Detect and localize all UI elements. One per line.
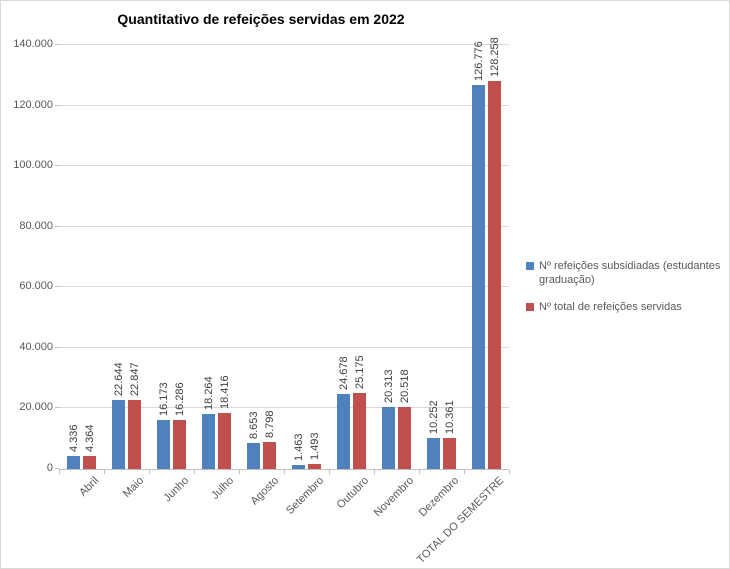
gridline <box>59 165 509 167</box>
bar-value-label: 1.493 <box>308 432 321 460</box>
x-axis-line <box>59 469 509 470</box>
legend-label-series2: Nº total de refeições servidas <box>539 301 682 313</box>
gridline <box>59 407 509 409</box>
y-axis-label: 20.000 <box>19 401 53 414</box>
y-axis-label: 100.000 <box>13 159 53 172</box>
bar-value-label: 20.313 <box>382 369 395 403</box>
bar-value-label: 8.653 <box>247 411 260 439</box>
legend-swatch-series2 <box>526 303 534 311</box>
bar-series1-agosto <box>247 443 260 469</box>
gridline <box>59 346 509 348</box>
bar-series1-total-do-semestre <box>472 85 485 469</box>
x-axis-tick-mark <box>194 470 195 474</box>
bar-series2-agosto <box>263 442 276 469</box>
y-axis-tick-mark <box>55 286 59 288</box>
x-axis-tick-mark <box>284 470 285 474</box>
y-axis-label: 80.000 <box>19 219 53 232</box>
bar-series1-maio <box>112 400 125 469</box>
x-axis-tick-mark <box>329 470 330 474</box>
y-axis-label: 0 <box>46 462 53 474</box>
x-axis-tick-mark <box>509 470 510 474</box>
bar-value-label: 25.175 <box>353 355 366 389</box>
bar-series2-maio <box>128 400 141 469</box>
x-axis-tick-mark <box>239 470 240 474</box>
y-axis-label: 120.000 <box>13 98 53 111</box>
y-axis-label: 140.000 <box>13 38 53 50</box>
bar-value-label: 10.252 <box>427 400 440 434</box>
bar-value-label: 22.644 <box>112 362 125 396</box>
bar-series2-setembro <box>308 464 321 469</box>
bar-value-label: 20.518 <box>398 369 411 403</box>
legend-entry-series2: Nº total de refeições servidas <box>526 300 724 314</box>
gridline <box>59 44 509 45</box>
legend-entry-series1: Nº refeições subsidiadas (estudantes gra… <box>526 259 724 287</box>
y-axis-label: 60.000 <box>19 280 53 293</box>
bar-value-label: 126.776 <box>472 41 485 81</box>
x-axis-tick-mark <box>104 470 105 474</box>
bar-value-label: 128.258 <box>488 37 501 77</box>
bar-series1-dezembro <box>427 438 440 469</box>
gridline <box>59 225 509 227</box>
legend: Nº refeições subsidiadas (estudantes gra… <box>526 259 724 327</box>
legend-swatch-series1 <box>526 262 534 270</box>
plot-area: 4.336 4.364 22.644 22.847 16.173 16.286 18.264… <box>55 37 510 474</box>
bar-series2-novembro <box>398 407 411 469</box>
y-axis-tick-mark <box>55 407 59 409</box>
y-axis-tick-mark <box>55 104 59 106</box>
bar-series2-junho <box>173 420 186 469</box>
bar-value-label: 16.286 <box>173 382 186 416</box>
x-axis-tick-mark <box>59 470 60 474</box>
bar-value-label: 8.798 <box>263 410 276 438</box>
y-axis-tick-mark <box>55 225 59 227</box>
bar-series2-total-do-semestre <box>488 81 501 469</box>
y-axis-tick-mark <box>55 165 59 167</box>
gridline <box>59 286 509 288</box>
bar-value-label: 4.364 <box>83 424 96 452</box>
bar-series2-dezembro <box>443 438 456 469</box>
bar-series1-julho <box>202 414 215 469</box>
bar-value-label: 16.173 <box>157 382 170 416</box>
bar-value-label: 4.336 <box>67 424 80 452</box>
gridline <box>59 104 509 106</box>
chart-title: Quantitativo de refeições servidas em 20… <box>117 11 405 27</box>
x-axis-tick-mark <box>419 470 420 474</box>
y-axis-tick-mark <box>55 346 59 348</box>
bar-series2-julho <box>218 413 231 469</box>
y-axis-tick-mark <box>55 44 59 45</box>
legend-label-series1: Nº refeições subsidiadas (estudantes gra… <box>539 260 721 286</box>
x-axis-tick-mark <box>149 470 150 474</box>
bar-series2-abril <box>83 456 96 469</box>
y-axis-label: 40.000 <box>19 340 53 353</box>
bar-series1-setembro <box>292 465 305 469</box>
bar-value-label: 1.463 <box>292 433 305 461</box>
y-axis-tick-mark <box>55 468 59 469</box>
bar-value-label: 10.361 <box>443 400 456 434</box>
x-axis-tick-mark <box>374 470 375 474</box>
bar-series2-outubro <box>353 393 366 469</box>
bar-series1-abril <box>67 456 80 469</box>
x-axis-tick-mark <box>464 470 465 474</box>
bar-series1-outubro <box>337 394 350 469</box>
bar-series1-novembro <box>382 407 395 469</box>
bar-value-label: 18.264 <box>202 376 215 410</box>
bar-value-label: 18.416 <box>218 375 231 409</box>
x-axis-label-abril: Abril <box>76 474 101 499</box>
bar-value-label: 22.847 <box>128 362 141 396</box>
bar-value-label: 24.678 <box>337 356 350 390</box>
bar-series1-junho <box>157 420 170 469</box>
